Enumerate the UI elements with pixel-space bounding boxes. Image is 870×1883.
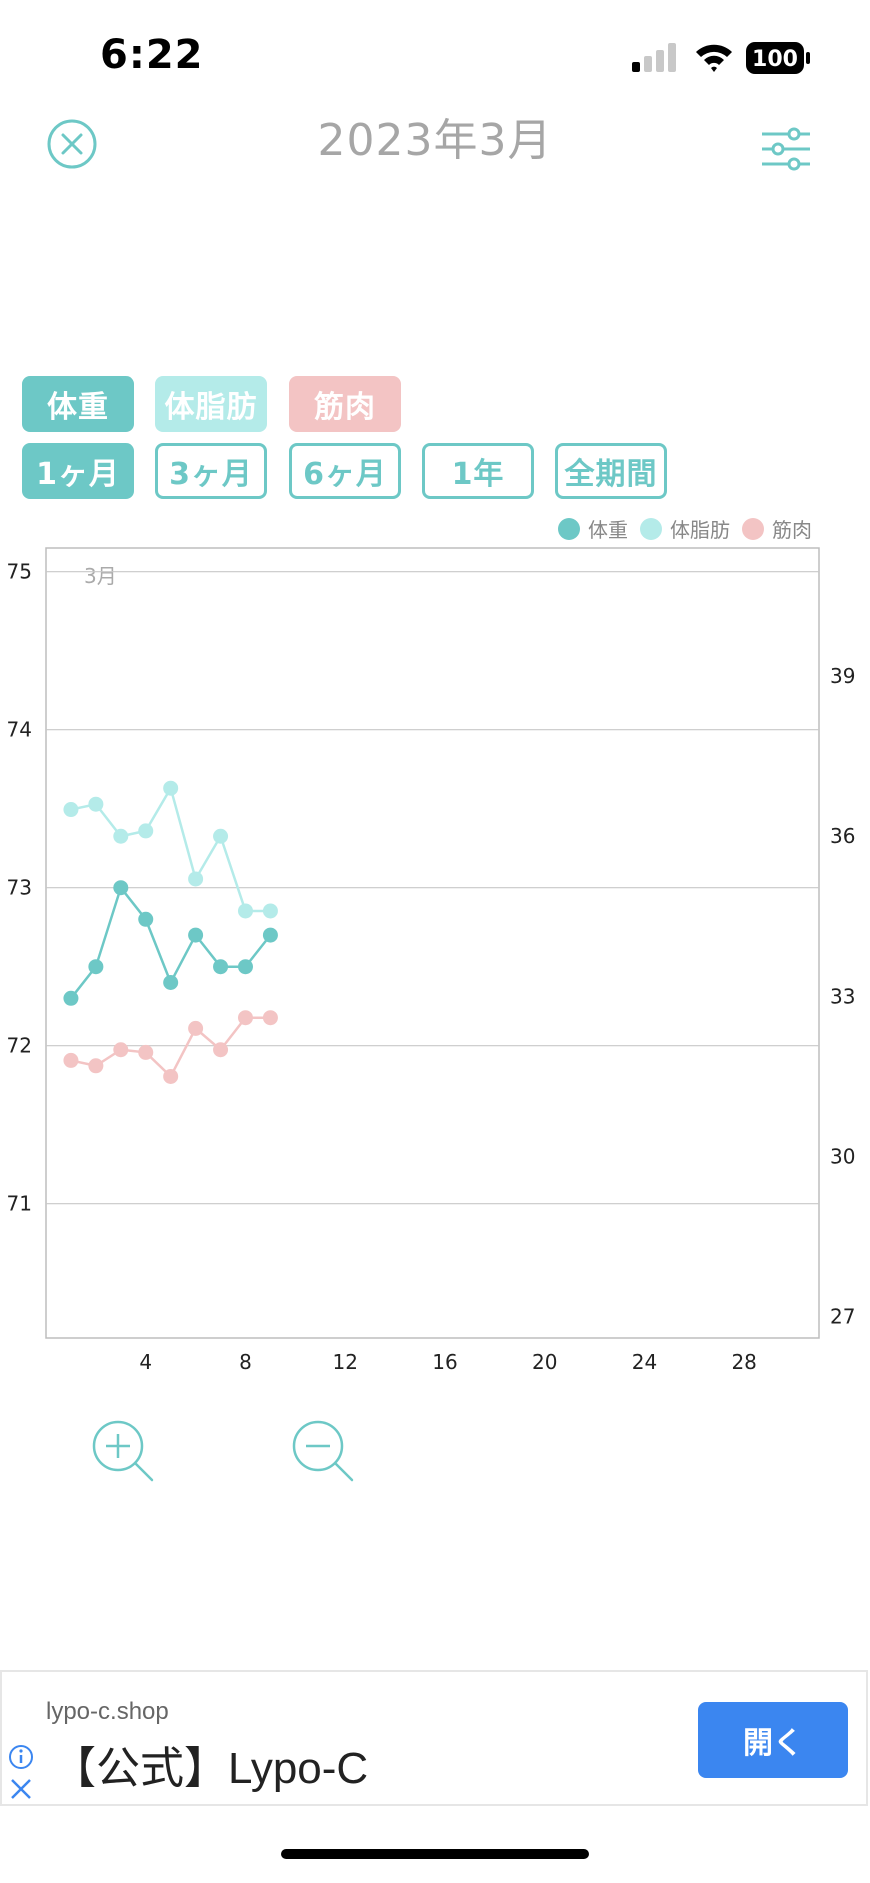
legend-dot-muscle [742, 517, 764, 540]
wifi-icon [696, 44, 732, 72]
chart-legend: 体重 体脂肪 筋肉 [546, 514, 812, 543]
ad-domain: lypo-c.shop [46, 1698, 169, 1725]
data-point-2 [163, 1068, 179, 1084]
data-point-2 [138, 1044, 154, 1060]
data-point-2 [262, 1010, 278, 1026]
trend-chart: 3月 75 74 73 72 71 39 36 33 30 27 4 8 12 16 20 24 28 [7, 547, 856, 1374]
data-point-0 [163, 975, 179, 990]
zoom-out-icon[interactable] [290, 1418, 360, 1488]
legend-item-weight: 体重 [558, 514, 628, 543]
data-point-0 [138, 911, 154, 927]
data-point-2 [88, 1058, 104, 1074]
y-left-tick-label: 71 [7, 1192, 32, 1216]
data-point-1 [213, 828, 229, 844]
x-tick-label: 12 [332, 1350, 357, 1374]
y-right-tick-label: 36 [830, 824, 855, 848]
legend-label-muscle: 筋肉 [772, 518, 812, 542]
y-left-tick-label: 74 [7, 718, 32, 742]
data-point-0 [113, 880, 129, 896]
data-point-1 [237, 903, 253, 919]
status-bar: 6:22 100 [0, 0, 870, 110]
y-right-tick-label: 27 [830, 1305, 855, 1329]
x-tick-label: 24 [632, 1350, 657, 1374]
legend-item-muscle: 筋肉 [742, 514, 812, 543]
data-point-2 [213, 1042, 229, 1058]
data-point-0 [262, 927, 278, 943]
x-tick-label: 28 [731, 1350, 756, 1374]
data-point-0 [63, 990, 79, 1006]
data-point-1 [262, 903, 278, 919]
tab-period-1-month[interactable]: 1ヶ月 [22, 443, 134, 499]
data-point-0 [188, 927, 204, 943]
ad-title[interactable]: 【公式】Lypo-C [52, 1744, 369, 1793]
data-point-1 [63, 802, 79, 818]
legend-dot-weight [558, 517, 580, 540]
data-point-2 [188, 1020, 204, 1036]
month-label: 3月 [84, 564, 117, 588]
legend-label-fat: 体脂肪 [670, 518, 730, 542]
y-left-tick-label: 75 [7, 560, 32, 584]
y-left-tick-label: 73 [7, 876, 32, 900]
tab-weight[interactable]: 体重 [22, 376, 134, 432]
tab-period-6-months[interactable]: 6ヶ月 [289, 443, 401, 499]
home-indicator[interactable] [281, 1849, 589, 1859]
data-point-0 [237, 959, 253, 975]
cellular-signal-icon [632, 43, 676, 72]
x-tick-label: 8 [239, 1350, 252, 1374]
status-time: 6:22 [100, 32, 204, 78]
filter-settings-icon[interactable] [760, 126, 812, 172]
x-tick-label: 4 [139, 1350, 152, 1374]
data-point-1 [88, 796, 104, 812]
tab-muscle[interactable]: 筋肉 [289, 376, 401, 432]
grid-lines [46, 571, 819, 1205]
axis-labels: 75 74 73 72 71 39 36 33 30 27 4 8 12 16 20 24 28 [7, 560, 856, 1374]
y-right-tick-label: 30 [830, 1145, 855, 1169]
y-left-tick-label: 72 [7, 1034, 32, 1058]
ad-banner[interactable]: lypo-c.shop 【公式】Lypo-C 開く [0, 1670, 868, 1806]
series-layer [63, 780, 278, 1084]
page-title: 2023年3月 [317, 115, 553, 166]
ad-open-button[interactable]: 開く [698, 1702, 848, 1778]
data-point-2 [63, 1052, 79, 1068]
data-point-0 [88, 959, 104, 975]
zoom-in-icon[interactable] [90, 1418, 160, 1488]
y-right-tick-label: 39 [830, 664, 855, 688]
close-icon[interactable] [46, 118, 98, 170]
data-point-1 [138, 823, 154, 839]
ad-close-icon[interactable] [8, 1776, 34, 1802]
data-point-0 [213, 959, 229, 975]
tab-period-3-months[interactable]: 3ヶ月 [155, 443, 267, 499]
data-point-2 [237, 1010, 253, 1026]
data-point-1 [188, 871, 204, 887]
tab-period-all[interactable]: 全期間 [555, 443, 667, 499]
data-point-1 [163, 780, 179, 796]
tab-body-fat[interactable]: 体脂肪 [155, 376, 267, 432]
legend-dot-fat [640, 517, 662, 540]
legend-label-weight: 体重 [588, 518, 628, 542]
info-icon[interactable] [8, 1744, 34, 1770]
plot-frame [45, 547, 820, 1339]
data-point-1 [113, 828, 129, 844]
x-tick-label: 16 [432, 1350, 457, 1374]
battery-icon: 100 [745, 41, 811, 75]
tab-period-1-year[interactable]: 1年 [422, 443, 534, 499]
x-tick-label: 20 [532, 1350, 557, 1374]
y-right-tick-label: 33 [830, 984, 855, 1008]
battery-level: 100 [752, 47, 798, 72]
data-point-2 [113, 1042, 129, 1058]
legend-item-fat: 体脂肪 [640, 514, 730, 543]
